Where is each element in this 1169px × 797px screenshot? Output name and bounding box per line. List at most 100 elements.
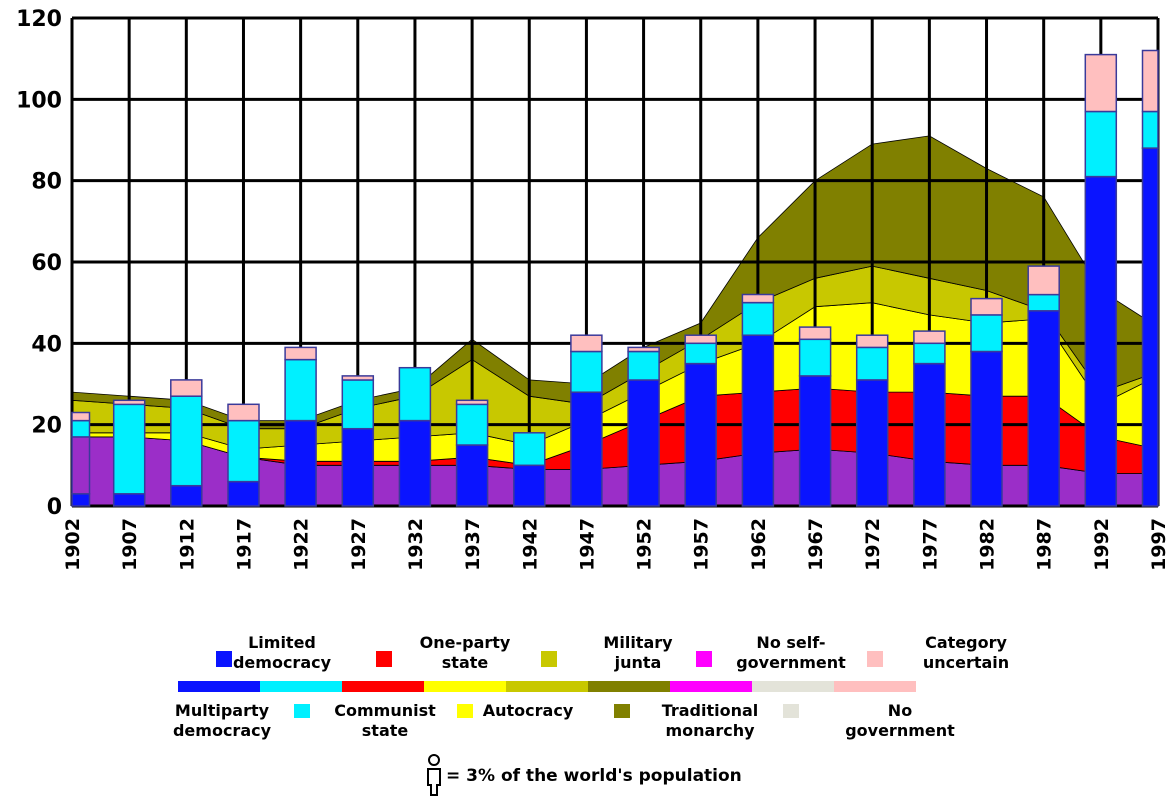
legend-label: state bbox=[362, 721, 409, 740]
bar-segment-multiparty-democracy bbox=[170, 484, 203, 507]
bar-1932 bbox=[398, 366, 432, 507]
x-tick-label: 1952 bbox=[634, 518, 656, 571]
bar-1992 bbox=[1084, 53, 1118, 507]
legend-label: democracy bbox=[233, 653, 332, 672]
bar-segment-pink-top bbox=[970, 297, 1003, 316]
bar-segment-limited-democracy bbox=[341, 379, 375, 430]
bar-segment-pink-top bbox=[855, 334, 889, 349]
x-tick-label: 1962 bbox=[748, 518, 770, 571]
x-tick-label: 1987 bbox=[1034, 518, 1056, 571]
legend-color-swatch bbox=[424, 681, 506, 692]
dash-icon bbox=[696, 651, 712, 667]
legend-label: Category bbox=[925, 633, 1007, 652]
bar-segment-multiparty-democracy bbox=[798, 375, 832, 507]
x-tick-label: 1912 bbox=[176, 518, 198, 571]
bar-segment-pink-top bbox=[1141, 49, 1159, 113]
axes: 0 20 40 60 80 100 120 1902 1907 1912 1917 1922 1927 1… bbox=[16, 7, 1169, 571]
x-tick-label: 1922 bbox=[291, 518, 313, 571]
bar-1922 bbox=[284, 346, 317, 507]
y-tick-label: 0 bbox=[47, 495, 62, 520]
bracket-icon bbox=[457, 704, 473, 718]
bar-segment-multiparty-democracy bbox=[627, 379, 660, 507]
bar-segment-pink-top bbox=[112, 399, 146, 406]
legend-label: Communist bbox=[334, 701, 436, 720]
bar-segment-limited-democracy bbox=[170, 395, 203, 487]
bar-segment-limited-democracy bbox=[627, 350, 660, 381]
bar-segment-multiparty-democracy bbox=[1084, 175, 1118, 507]
bar-1942 bbox=[513, 432, 546, 507]
bar-1967 bbox=[798, 326, 832, 507]
x-tick-label: 1937 bbox=[462, 518, 484, 571]
x-tick-label: 1992 bbox=[1091, 518, 1113, 571]
x-tick-label: 1997 bbox=[1148, 518, 1169, 571]
bar-segment-limited-democracy bbox=[1084, 110, 1118, 178]
figure-icon bbox=[541, 651, 557, 667]
bar-1957 bbox=[684, 334, 717, 507]
star-icon bbox=[376, 651, 392, 667]
bar-segment-multiparty-democracy bbox=[513, 464, 546, 507]
corner-icon bbox=[294, 704, 310, 718]
bar-1977 bbox=[913, 330, 946, 507]
bar-segment-multiparty-democracy bbox=[741, 334, 775, 507]
bar-segment-multiparty-democracy bbox=[855, 379, 889, 507]
legend-label: Military bbox=[603, 633, 673, 652]
bar-segment-limited-democracy bbox=[71, 419, 91, 438]
bar-segment-pink-top bbox=[170, 379, 203, 397]
bar-segment-pink-top bbox=[455, 399, 489, 406]
legend-color-swatch bbox=[834, 681, 916, 692]
bar-segment-pink-top bbox=[1027, 265, 1060, 296]
bar-segment-limited-democracy bbox=[513, 432, 546, 467]
bar-segment-lower-band bbox=[71, 436, 91, 495]
bar-segment-multiparty-democracy bbox=[227, 480, 260, 507]
x-icon bbox=[867, 651, 883, 667]
bar-segment-multiparty-democracy bbox=[341, 427, 375, 507]
legend-bottom-item: Autocracy bbox=[457, 701, 574, 720]
bar-segment-pink-top bbox=[684, 334, 717, 345]
bar-segment-multiparty-democracy bbox=[284, 419, 317, 507]
bar-segment-limited-democracy bbox=[455, 403, 489, 446]
bar-1952 bbox=[627, 346, 660, 507]
x-tick-label: 1967 bbox=[805, 518, 827, 571]
caption: = 3% of the world's population bbox=[427, 754, 742, 796]
legend-color-swatch bbox=[588, 681, 670, 692]
x-tick-label: 1907 bbox=[119, 518, 141, 571]
legend-label: No bbox=[888, 701, 912, 720]
bar-segment-pink-top bbox=[627, 346, 660, 353]
legend-label: state bbox=[442, 653, 489, 672]
x-tick-label: 1972 bbox=[862, 518, 884, 571]
bar-segment-multiparty-democracy bbox=[398, 419, 432, 507]
y-tick-label: 20 bbox=[31, 414, 62, 439]
bar-segment-pink-top bbox=[741, 293, 775, 304]
bar-segment-limited-democracy bbox=[570, 350, 603, 393]
square-icon bbox=[216, 651, 232, 667]
bar-segment-multiparty-democracy bbox=[970, 350, 1003, 507]
x-tick-label: 1902 bbox=[62, 518, 84, 571]
legend-color-swatch bbox=[506, 681, 588, 692]
bar-1982 bbox=[970, 297, 1003, 507]
x-tick-label: 1957 bbox=[691, 518, 713, 571]
hook-icon bbox=[783, 704, 799, 718]
legend-label: government bbox=[736, 653, 846, 672]
legend-color-swatch bbox=[178, 681, 260, 692]
x-tick-label: 1932 bbox=[405, 518, 427, 571]
bar-segment-limited-democracy bbox=[970, 314, 1003, 353]
bar-segment-pink-top bbox=[798, 326, 832, 341]
x-tick-label: 1947 bbox=[576, 518, 598, 571]
y-tick-label: 100 bbox=[16, 88, 62, 113]
legend-label: No self- bbox=[756, 633, 825, 652]
bar-segment-limited-democracy bbox=[741, 301, 775, 336]
legend-label: government bbox=[845, 721, 955, 740]
legend-label: uncertain bbox=[923, 653, 1009, 672]
bar-segment-limited-democracy bbox=[684, 342, 717, 365]
legend-label: One-party bbox=[420, 633, 511, 652]
x-tick-label: 1982 bbox=[977, 518, 999, 571]
bar-1902 bbox=[71, 411, 91, 507]
person-icon bbox=[427, 754, 441, 796]
legend-label: monarchy bbox=[665, 721, 755, 740]
